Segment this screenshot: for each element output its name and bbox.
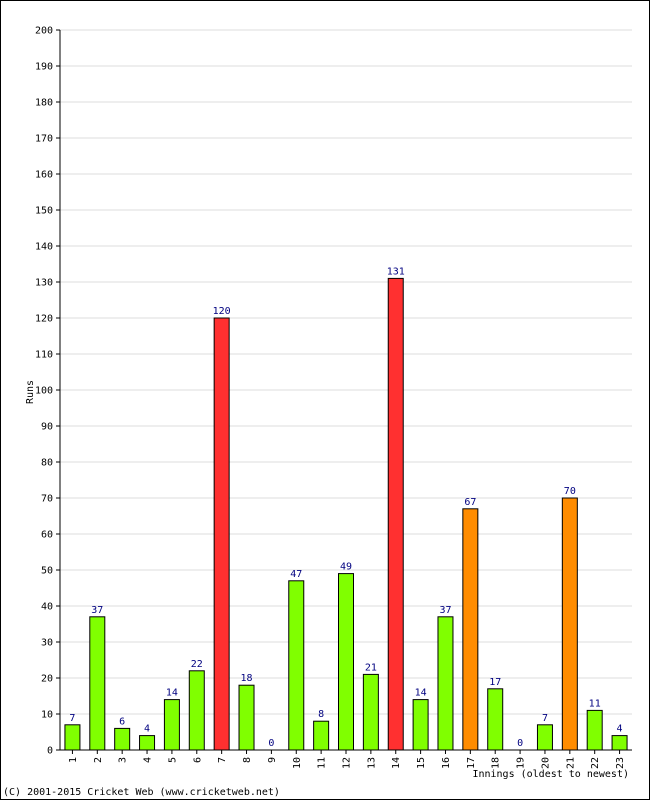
data-label: 14 <box>415 688 427 699</box>
data-label: 18 <box>240 673 252 684</box>
y-tick-label: 80 <box>41 458 53 469</box>
x-tick-label: 16 <box>441 757 452 769</box>
data-label: 70 <box>564 486 576 497</box>
bar-innings-5 <box>163 699 180 751</box>
data-labels: 7 37 6 4 14 22 120 18 0 47 8 49 21 131 14 37 67 17 0 7 70 11 4 <box>69 266 622 749</box>
bar-innings-6 <box>188 670 205 751</box>
x-tick-label: 12 <box>342 757 353 769</box>
data-label: 47 <box>290 569 302 580</box>
bars <box>64 277 628 751</box>
y-tick-label: 120 <box>35 314 53 325</box>
data-label: 6 <box>119 716 125 727</box>
x-tick-label: 2 <box>93 757 104 763</box>
bar-innings-15 <box>412 699 429 751</box>
bar-innings-23 <box>611 735 628 751</box>
y-tick-label: 150 <box>35 206 53 217</box>
y-tick-label: 30 <box>41 638 53 649</box>
y-tick-label: 110 <box>35 350 53 361</box>
y-tick-label: 60 <box>41 530 53 541</box>
x-tick-label: 14 <box>391 757 402 769</box>
x-tick-label: 19 <box>516 757 527 769</box>
bar-innings-8 <box>238 684 255 751</box>
x-tick-label: 13 <box>366 757 377 769</box>
y-tick-label: 90 <box>41 422 53 433</box>
y-tick-label: 40 <box>41 602 53 613</box>
y-tick-label: 170 <box>35 134 53 145</box>
data-label: 49 <box>340 562 352 573</box>
bar-innings-17 <box>462 508 479 751</box>
x-tick-label: 22 <box>590 757 601 769</box>
x-tick-label: 7 <box>217 757 228 763</box>
y-tick-label: 190 <box>35 62 53 73</box>
y-tick-label: 70 <box>41 494 53 505</box>
bar-innings-3 <box>114 727 131 751</box>
data-label: 4 <box>144 724 150 735</box>
y-tick-label: 160 <box>35 170 53 181</box>
gridlines <box>60 29 632 715</box>
bar-innings-21 <box>561 497 578 751</box>
x-tick-label: 10 <box>292 757 303 769</box>
x-tick-label: 8 <box>242 757 253 763</box>
data-label: 131 <box>387 266 405 277</box>
bar-innings-14 <box>387 277 404 751</box>
x-tick-label: 20 <box>540 757 551 769</box>
y-tick-label: 140 <box>35 242 53 253</box>
data-label: 14 <box>166 688 178 699</box>
data-label: 22 <box>191 659 203 670</box>
y-tick-label: 180 <box>35 98 53 109</box>
data-label: 11 <box>589 698 601 709</box>
bar-innings-11 <box>313 720 330 751</box>
bar-innings-7 <box>213 317 230 751</box>
data-label: 0 <box>517 738 523 749</box>
x-tick-label: 5 <box>167 757 178 763</box>
bar-innings-12 <box>338 573 354 751</box>
y-tick-label: 0 <box>47 746 53 757</box>
bar-innings-18 <box>487 688 504 751</box>
y-tick-label: 130 <box>35 278 53 289</box>
y-tick-label: 50 <box>41 566 53 577</box>
x-tick-label: 17 <box>466 757 477 769</box>
x-tick-label: 21 <box>565 757 576 769</box>
data-label: 17 <box>489 677 501 688</box>
data-label: 21 <box>365 662 377 673</box>
data-label: 7 <box>542 713 548 724</box>
x-tick-label: 1 <box>68 757 79 763</box>
bar-innings-10 <box>288 580 305 751</box>
data-label: 67 <box>464 497 476 508</box>
y-axis-title: Runs <box>25 380 36 404</box>
x-tick-label: 11 <box>317 757 328 769</box>
data-label: 4 <box>617 724 623 735</box>
bar-innings-2 <box>89 616 106 751</box>
y-tick-label: 20 <box>41 674 53 685</box>
x-axis-title: Innings (oldest to newest) <box>472 769 629 780</box>
x-tick-label: 3 <box>118 757 129 763</box>
x-tick-label: 15 <box>416 757 427 769</box>
bar-innings-4 <box>139 735 156 751</box>
x-tick-label: 9 <box>267 757 278 763</box>
data-label: 37 <box>91 605 103 616</box>
data-label: 37 <box>439 605 451 616</box>
x-tick-label: 4 <box>143 757 154 763</box>
y-tick-label: 200 <box>35 26 53 37</box>
copyright-text: (C) 2001-2015 Cricket Web (www.cricketwe… <box>3 787 280 798</box>
y-tick-label: 100 <box>35 386 53 397</box>
bar-innings-22 <box>586 709 603 751</box>
data-label: 7 <box>69 713 75 724</box>
x-tick-label: 23 <box>615 757 626 769</box>
bar-innings-20 <box>536 724 553 751</box>
x-tick-label: 6 <box>192 757 203 763</box>
bar-innings-13 <box>362 673 379 751</box>
data-label: 0 <box>268 738 274 749</box>
x-tick-label: 18 <box>491 757 502 769</box>
bar-innings-16 <box>437 616 454 751</box>
data-label: 120 <box>213 306 231 317</box>
axes: 0102030405060708090100110120130140150160… <box>35 26 632 769</box>
y-tick-label: 10 <box>41 710 53 721</box>
bar-innings-1 <box>64 724 81 751</box>
data-label: 8 <box>318 709 324 720</box>
